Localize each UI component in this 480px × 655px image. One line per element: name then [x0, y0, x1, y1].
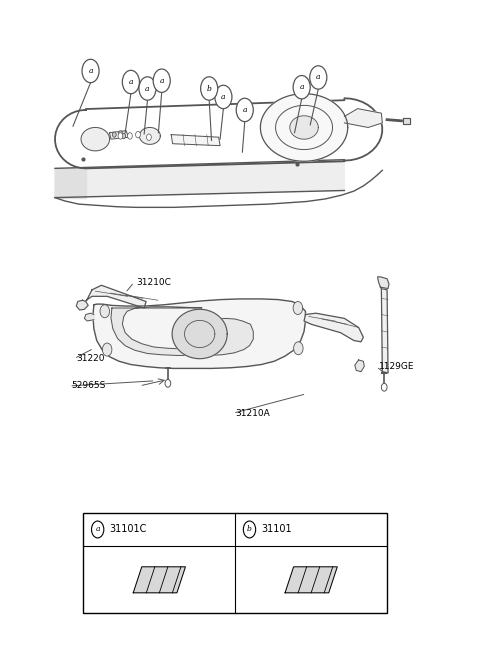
Polygon shape: [172, 309, 227, 359]
Text: a: a: [300, 83, 304, 91]
Polygon shape: [261, 94, 348, 161]
Circle shape: [119, 131, 122, 136]
Circle shape: [215, 85, 232, 109]
Circle shape: [112, 132, 116, 137]
Polygon shape: [403, 118, 410, 124]
Circle shape: [146, 134, 151, 140]
Polygon shape: [133, 567, 185, 593]
Polygon shape: [84, 313, 94, 321]
Polygon shape: [84, 286, 146, 308]
Text: b: b: [247, 525, 252, 533]
Polygon shape: [111, 307, 253, 356]
Circle shape: [118, 133, 123, 139]
Circle shape: [122, 134, 126, 138]
Text: a: a: [88, 67, 93, 75]
Text: a: a: [159, 77, 164, 84]
Polygon shape: [139, 128, 160, 144]
Polygon shape: [304, 313, 363, 342]
Circle shape: [136, 132, 140, 138]
Polygon shape: [93, 299, 305, 368]
Circle shape: [92, 521, 104, 538]
Text: a: a: [96, 525, 100, 533]
Polygon shape: [109, 131, 129, 139]
Circle shape: [201, 77, 218, 100]
Circle shape: [128, 133, 132, 139]
Circle shape: [153, 69, 170, 92]
Text: 31210A: 31210A: [235, 409, 270, 418]
Polygon shape: [171, 135, 220, 145]
Text: a: a: [221, 93, 226, 101]
Circle shape: [294, 342, 303, 355]
Text: a: a: [242, 106, 247, 114]
Circle shape: [122, 70, 139, 94]
Text: b: b: [207, 84, 212, 92]
Text: 1129GE: 1129GE: [379, 362, 414, 371]
Circle shape: [100, 305, 109, 318]
Circle shape: [139, 77, 156, 100]
Text: a: a: [129, 78, 133, 86]
Polygon shape: [382, 289, 388, 373]
Circle shape: [382, 383, 387, 391]
Circle shape: [165, 379, 171, 387]
Text: 52965S: 52965S: [72, 381, 106, 390]
Circle shape: [102, 343, 112, 356]
Circle shape: [293, 301, 302, 314]
Text: 31101: 31101: [261, 525, 292, 534]
Text: 31101C: 31101C: [109, 525, 147, 534]
Polygon shape: [285, 567, 337, 593]
Polygon shape: [55, 168, 86, 198]
Polygon shape: [55, 98, 382, 168]
Polygon shape: [290, 116, 318, 139]
Circle shape: [293, 75, 310, 99]
Text: a: a: [316, 73, 321, 81]
Circle shape: [243, 521, 256, 538]
Text: 31210C: 31210C: [137, 278, 171, 286]
Circle shape: [82, 60, 99, 83]
Polygon shape: [355, 360, 364, 371]
Polygon shape: [81, 128, 109, 151]
Polygon shape: [344, 109, 383, 128]
Polygon shape: [378, 277, 389, 289]
Circle shape: [310, 66, 327, 89]
Polygon shape: [55, 160, 344, 198]
Polygon shape: [76, 300, 88, 310]
Circle shape: [236, 98, 253, 122]
Text: a: a: [145, 84, 150, 92]
Text: 31220: 31220: [76, 354, 105, 363]
